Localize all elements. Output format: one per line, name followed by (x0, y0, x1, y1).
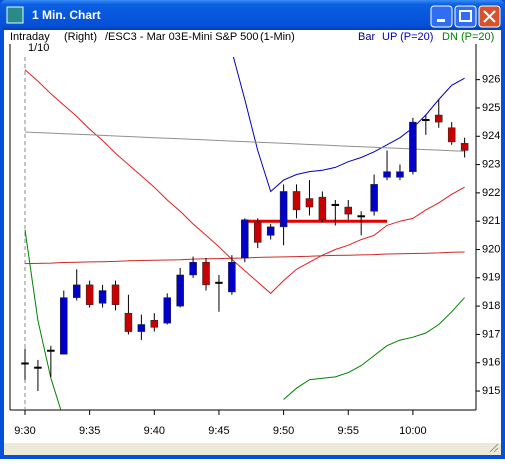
candle-body (47, 349, 55, 352)
candle-body (111, 284, 120, 305)
close-icon (483, 10, 496, 23)
candle-body (370, 184, 378, 212)
status-strip (4, 443, 501, 455)
title-bar (0, 0, 505, 30)
y-tick-label: 926 (482, 74, 500, 86)
candle-body (344, 206, 352, 215)
candle-body (279, 191, 288, 228)
candle-body (124, 312, 133, 332)
y-tick-label: 919 (482, 272, 500, 284)
candle-body (189, 261, 197, 276)
indicator-line (24, 229, 465, 410)
client-area (4, 30, 501, 455)
candle-body (215, 281, 223, 284)
y-tick-label: 920 (482, 243, 500, 255)
candle-body (460, 143, 469, 151)
indicator-line (24, 131, 465, 152)
y-tick-label: 917 (482, 328, 500, 340)
y-tick-label: 925 (482, 102, 500, 114)
y-tick-label: 921 (482, 215, 500, 227)
resize-grip[interactable] (489, 443, 499, 453)
indicator-line (232, 57, 465, 193)
candle-body (292, 191, 301, 211)
y-tick-label: 918 (482, 300, 500, 312)
y-tick-label: 923 (482, 158, 500, 170)
candle-body (85, 284, 94, 305)
candle-body (396, 171, 404, 178)
candle-body (21, 362, 29, 365)
candle-body (331, 203, 340, 206)
candle-body (409, 121, 417, 172)
x-tick-label: 9:50 (273, 425, 294, 437)
header-item: Intraday (10, 31, 50, 43)
header-item: (1-Min) (260, 31, 295, 43)
candle-body (163, 297, 171, 324)
maximize-button[interactable] (454, 5, 477, 28)
candle-body (422, 119, 430, 122)
candle-body (150, 320, 159, 328)
legend-entry: DN (P=20) (442, 31, 494, 43)
y-tick-label: 915 (482, 385, 500, 397)
candle-body (60, 297, 68, 355)
candle-body (266, 226, 275, 236)
candle-body (137, 324, 146, 332)
candle-body (176, 274, 184, 307)
candle-body (305, 198, 314, 208)
legend-entry: UP (P=20) (382, 31, 433, 43)
candle-body (72, 284, 81, 298)
candle-body (383, 171, 391, 178)
header-item: (Right) (64, 31, 97, 43)
candle-body (228, 261, 236, 293)
y-tick-label: 916 (482, 357, 500, 369)
candle-body (98, 290, 107, 304)
x-tick-label: 9:45 (208, 425, 229, 437)
x-tick-label: 9:30 (14, 425, 35, 437)
date-label: 1/10 (28, 42, 49, 54)
candle-body (253, 222, 262, 243)
header-item: /ESC3 - Mar 03 (105, 31, 181, 43)
header-item: E-Mini S&P 500 (181, 31, 258, 43)
app-icon (6, 6, 24, 24)
y-tick-label: 922 (482, 187, 500, 199)
candle-body (435, 114, 443, 123)
x-tick-label: 9:55 (338, 425, 359, 437)
plot-area (21, 57, 469, 410)
candle-body (241, 219, 249, 259)
x-tick-label: 9:35 (79, 425, 100, 437)
indicator-line (24, 69, 465, 295)
candle-body (318, 196, 327, 221)
x-tick-label: 9:40 (144, 425, 165, 437)
candle-body (357, 215, 365, 218)
y-tick-label: 924 (482, 130, 500, 142)
minimize-button[interactable] (430, 5, 453, 28)
header-mode: Bar (358, 31, 375, 43)
candle-body (202, 261, 210, 286)
candle-body (447, 127, 456, 143)
candle-body (34, 366, 42, 369)
x-tick-label: 10:00 (399, 425, 427, 437)
maximize-icon (459, 10, 472, 22)
window-title: 1 Min. Chart (32, 8, 101, 22)
minimize-icon (437, 19, 445, 22)
